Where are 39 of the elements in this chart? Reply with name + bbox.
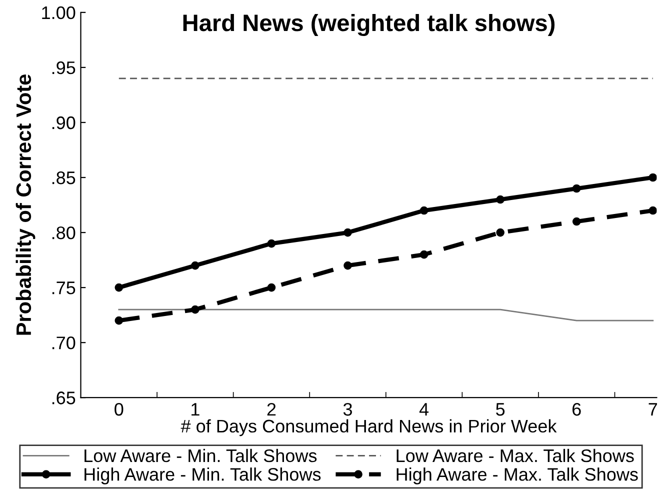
- x-tick-label: 1: [192, 403, 200, 416]
- legend-label: High Aware - Min. Talk Shows: [84, 468, 321, 484]
- point: [648, 206, 657, 215]
- x-tick-label: 2: [267, 402, 276, 416]
- x-axis-title: # of Days Consumed Hard News in Prior Week: [180, 419, 557, 436]
- point: [648, 173, 657, 182]
- y-tick-label: 1.00: [42, 6, 76, 20]
- x-tick-label: 0: [114, 402, 124, 416]
- point: [420, 250, 428, 259]
- point: [191, 261, 200, 270]
- point: [114, 316, 124, 325]
- x-tick-label: 3: [343, 402, 352, 416]
- legend-label: High Aware - Max. Talk Shows: [396, 468, 638, 484]
- legend-label: Low Aware - Max. Talk Shows: [396, 448, 634, 462]
- y-tick-label: .80: [52, 226, 76, 240]
- point: [496, 228, 504, 237]
- x-tick-label: 4: [419, 403, 429, 416]
- y-tick-label: .75: [52, 282, 76, 294]
- y-tick-label: .85: [52, 171, 76, 184]
- point: [344, 261, 352, 270]
- point: [572, 184, 581, 193]
- point: [267, 283, 276, 292]
- point: [344, 228, 352, 237]
- y-tick-label: .70: [52, 336, 76, 350]
- point: [420, 206, 428, 215]
- y-tick-label: .65: [52, 392, 76, 404]
- chart-title: Hard News (weighted talk shows): [183, 14, 555, 36]
- point: [496, 195, 504, 204]
- x-tick-label: 7: [648, 403, 658, 416]
- point: [191, 305, 200, 314]
- y-axis-title: Probability of Correct Vote: [16, 74, 36, 335]
- legend-label: Low Aware - Min. Talk Shows: [84, 448, 317, 462]
- x-tick-label: 5: [496, 403, 505, 416]
- point: [267, 239, 276, 248]
- point: [114, 283, 124, 292]
- point: [572, 217, 581, 226]
- x-tick-label: 6: [572, 402, 581, 416]
- y-tick-label: .95: [52, 61, 76, 74]
- y-tick-label: .90: [52, 116, 76, 130]
